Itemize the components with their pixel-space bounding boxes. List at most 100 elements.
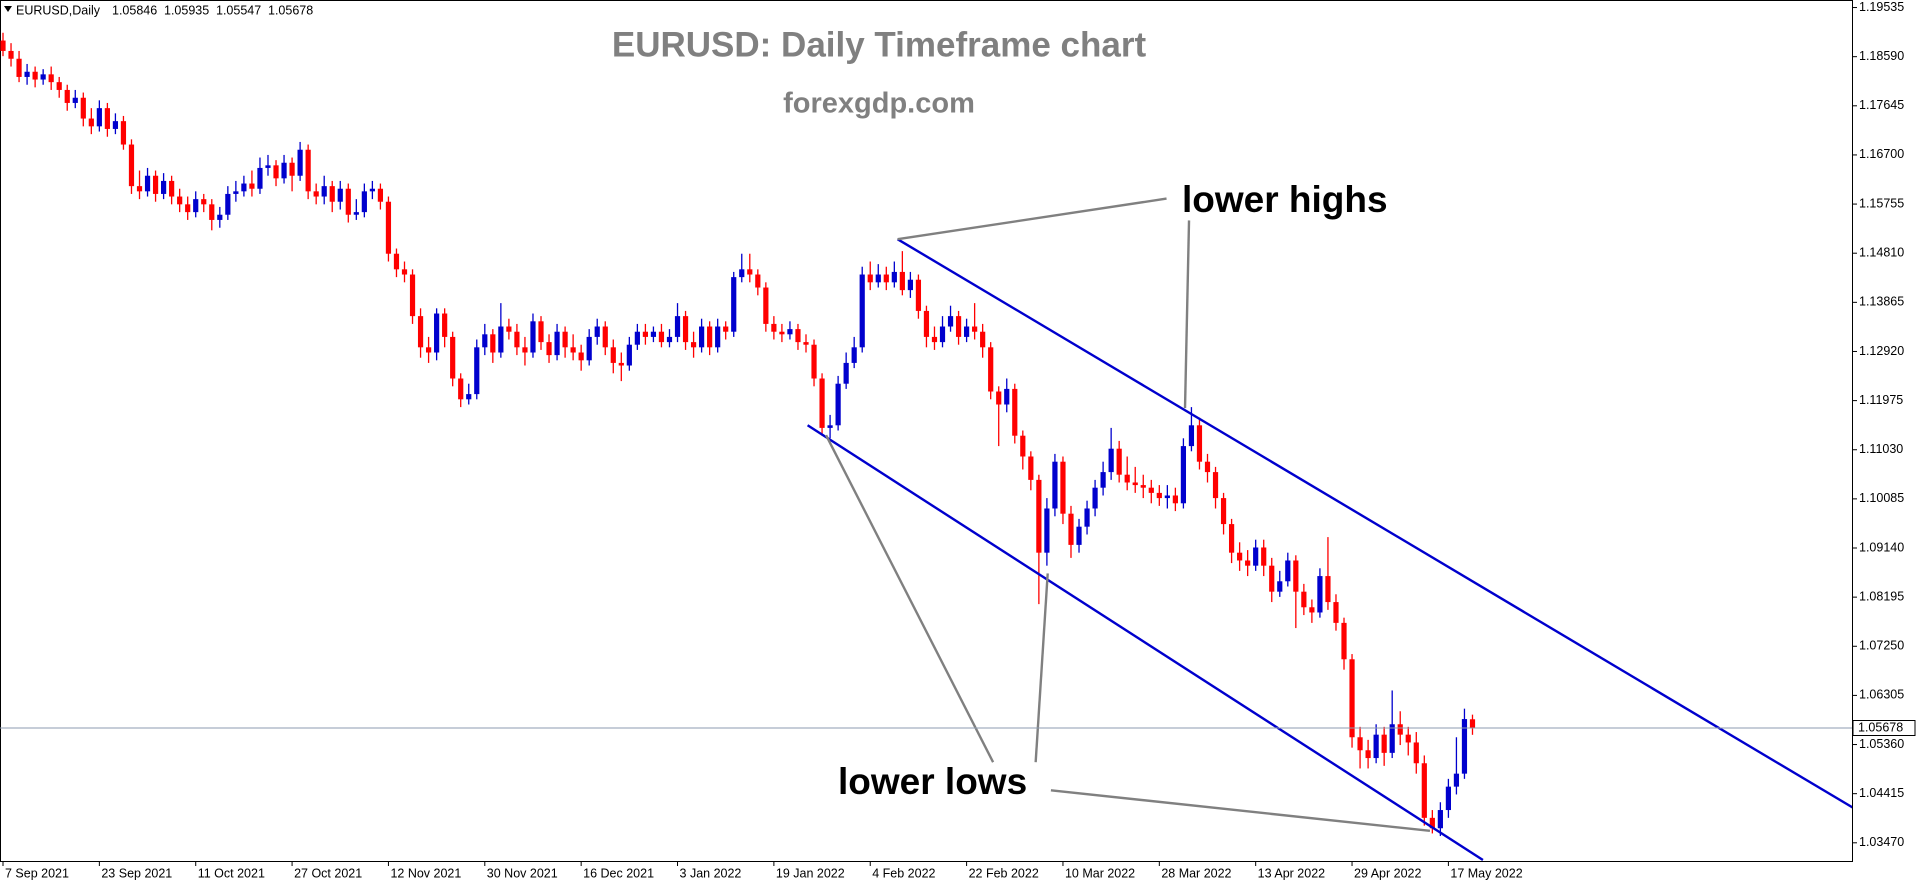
candle-body <box>578 352 584 361</box>
annotation: lower lows <box>838 761 1027 802</box>
candle-body <box>763 287 769 324</box>
candle-body <box>1068 513 1074 545</box>
candle-body <box>40 74 46 80</box>
candle-body <box>658 331 665 343</box>
candle-body <box>707 326 713 348</box>
chart-title: EURUSD: Daily Timeframe chart <box>612 25 1147 64</box>
candle-body <box>964 326 970 337</box>
candle-body <box>377 188 384 202</box>
candle-body <box>152 175 159 194</box>
candle-body <box>1397 724 1403 735</box>
candle-body <box>273 165 279 179</box>
candle-body <box>650 331 657 337</box>
x-tick-label: 16 Dec 2021 <box>583 866 654 880</box>
x-tick-label: 22 Feb 2022 <box>969 866 1039 880</box>
candle-body <box>417 316 424 348</box>
candle-body <box>1421 763 1427 818</box>
candle-body <box>1036 479 1042 553</box>
y-tick-label: 1.03470 <box>1859 835 1904 849</box>
y-tick-label: 1.07250 <box>1859 639 1904 653</box>
candle-body <box>1140 485 1146 488</box>
candle-body <box>715 326 721 348</box>
candle-body <box>474 347 480 395</box>
candle-body <box>56 82 62 90</box>
candle-body <box>217 214 223 220</box>
candle-body <box>690 342 697 348</box>
candle-body <box>1012 388 1018 436</box>
candle-body <box>305 149 311 192</box>
candle-body <box>980 331 986 348</box>
candle-body <box>482 334 488 348</box>
candle-body <box>506 326 512 332</box>
candle-body <box>835 383 841 426</box>
candle-body <box>803 342 809 345</box>
candle-body <box>586 336 592 361</box>
y-tick-label: 1.17645 <box>1859 98 1904 112</box>
candle-body <box>554 331 560 356</box>
candle-body <box>128 144 135 187</box>
candle-body <box>361 191 367 213</box>
candle-body <box>666 336 673 343</box>
candle-body <box>1020 435 1026 457</box>
candle-body <box>602 326 608 348</box>
candle-body <box>329 186 335 202</box>
y-tick-label: 1.16700 <box>1859 147 1904 161</box>
candle-body <box>281 162 287 179</box>
candle-body <box>642 331 648 337</box>
candle-body <box>0 40 6 51</box>
candle-body <box>530 321 536 353</box>
candle-body <box>48 74 54 83</box>
candle-body <box>24 71 30 77</box>
candle-body <box>859 274 865 348</box>
candle-body <box>434 313 440 353</box>
candle-body <box>996 391 1002 405</box>
y-tick-label: 1.05360 <box>1859 737 1904 751</box>
candle-body <box>450 336 456 379</box>
candle-body <box>867 274 873 283</box>
candle-body <box>1245 560 1251 566</box>
price-label: 1.05678 <box>1858 720 1903 734</box>
candle-body <box>1341 622 1347 660</box>
candle-body <box>1389 724 1395 753</box>
candle-body <box>699 326 705 348</box>
candle-body <box>851 347 857 363</box>
candle-body <box>1365 750 1371 759</box>
candle-body <box>1164 495 1170 499</box>
candle-body <box>498 326 504 353</box>
candle-body <box>883 274 889 283</box>
candle-body <box>369 188 375 192</box>
candle-body <box>1228 524 1235 553</box>
candle-body <box>409 274 416 317</box>
candle-body <box>1301 591 1307 608</box>
candle-body <box>257 167 263 189</box>
candle-body <box>393 253 400 270</box>
candle-body <box>731 277 737 332</box>
y-tick-label: 1.11030 <box>1859 442 1903 456</box>
candle-body <box>755 274 761 288</box>
candle-body <box>931 336 938 343</box>
candle-body <box>747 269 753 275</box>
x-tick-label: 28 Mar 2022 <box>1161 866 1231 880</box>
candle-body <box>626 344 632 366</box>
candle-body <box>466 394 472 400</box>
candle-body <box>201 199 207 205</box>
y-tick-label: 1.09140 <box>1859 540 1904 554</box>
candle-body <box>1060 461 1066 514</box>
candle-body <box>546 342 552 356</box>
candle-body <box>939 326 946 343</box>
x-tick-label: 17 May 2022 <box>1450 866 1522 880</box>
candle-body <box>1277 581 1283 592</box>
candle-body <box>233 191 239 194</box>
price-label-box <box>1852 720 1916 737</box>
candle-body <box>972 326 978 332</box>
candle-body <box>875 274 881 283</box>
ohlc-open: 1.05846 <box>112 3 157 17</box>
candle-body <box>313 191 319 197</box>
menu-icon[interactable] <box>4 6 12 12</box>
candle-body <box>771 323 777 332</box>
y-tick-label: 1.18590 <box>1859 49 1904 63</box>
candle-body <box>297 149 303 176</box>
x-tick-label: 19 Jan 2022 <box>776 866 845 880</box>
candle-body <box>225 193 231 215</box>
pointer-line <box>1034 573 1049 763</box>
